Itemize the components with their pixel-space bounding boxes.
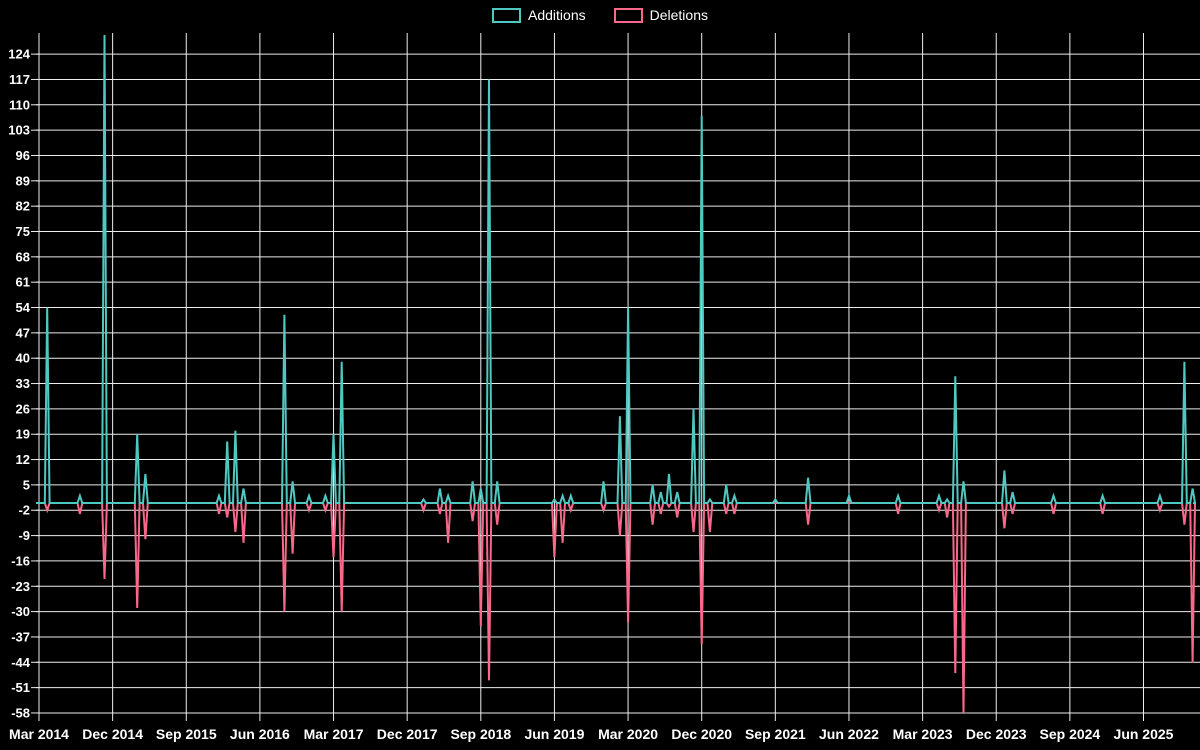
y-tick-label: -16 — [11, 553, 30, 568]
x-tick-label: Jun 2025 — [1114, 726, 1174, 742]
y-tick-label: -9 — [18, 528, 30, 543]
x-tick-label: Mar 2017 — [304, 726, 364, 742]
y-tick-label: 19 — [16, 427, 30, 442]
y-tick-label: 26 — [16, 401, 30, 416]
y-tick-label: 103 — [8, 123, 30, 138]
y-tick-label: 75 — [16, 224, 30, 239]
legend-item-deletions[interactable]: Deletions — [613, 7, 708, 23]
y-tick-label: -2 — [18, 503, 30, 518]
y-tick-label: -23 — [11, 579, 30, 594]
y-tick-label: 33 — [16, 376, 30, 391]
x-tick-label: Sep 2021 — [745, 726, 806, 742]
legend-item-additions[interactable]: Additions — [492, 7, 586, 23]
x-tick-label: Jun 2016 — [230, 726, 290, 742]
y-tick-label: 124 — [8, 47, 30, 62]
x-tick-label: Mar 2023 — [893, 726, 953, 742]
y-tick-label: 47 — [16, 325, 30, 340]
x-tick-label: Dec 2023 — [966, 726, 1027, 742]
x-tick-label: Sep 2018 — [450, 726, 511, 742]
y-tick-label: 82 — [16, 199, 30, 214]
x-tick-label: Dec 2014 — [82, 726, 143, 742]
y-tick-label: 89 — [16, 173, 30, 188]
chart-legend: Additions Deletions — [0, 7, 1200, 23]
x-tick-label: Sep 2015 — [156, 726, 217, 742]
y-tick-label: 110 — [9, 97, 30, 112]
legend-label-additions: Additions — [528, 7, 586, 23]
x-tick-label: Jun 2019 — [524, 726, 584, 742]
gridlines — [31, 33, 1200, 721]
y-tick-label: -30 — [11, 604, 30, 619]
x-tick-label: Mar 2020 — [598, 726, 658, 742]
additions-series-line[interactable] — [36, 34, 1197, 504]
x-tick-label: Sep 2024 — [1040, 726, 1101, 742]
y-tick-label: 5 — [23, 477, 30, 492]
y-tick-label: 54 — [16, 300, 31, 315]
y-tick-label: -37 — [11, 629, 30, 644]
additions-swatch-icon — [492, 7, 522, 23]
x-tick-label: Jun 2022 — [819, 726, 879, 742]
x-tick-label: Dec 2017 — [377, 726, 438, 742]
legend-label-deletions: Deletions — [649, 7, 708, 23]
deletions-series-line[interactable] — [36, 502, 1197, 714]
y-tick-label: -58 — [11, 705, 30, 720]
y-tick-label: 61 — [16, 275, 30, 290]
y-tick-label: -51 — [11, 680, 30, 695]
y-tick-label: 68 — [16, 249, 30, 264]
x-tick-label: Dec 2020 — [671, 726, 732, 742]
y-tick-label: 40 — [16, 351, 30, 366]
y-tick-label: 117 — [9, 72, 30, 87]
x-tick-label: Mar 2014 — [9, 726, 69, 742]
axis-labels: 124 117 110 103 96 89 82 75 68 61 54 47 40 33 26 19 12 5 -… — [8, 47, 1173, 742]
deletions-swatch-icon — [613, 7, 643, 23]
y-tick-label: -44 — [11, 655, 31, 670]
y-tick-label: 96 — [16, 148, 30, 163]
y-tick-label: 12 — [16, 452, 30, 467]
